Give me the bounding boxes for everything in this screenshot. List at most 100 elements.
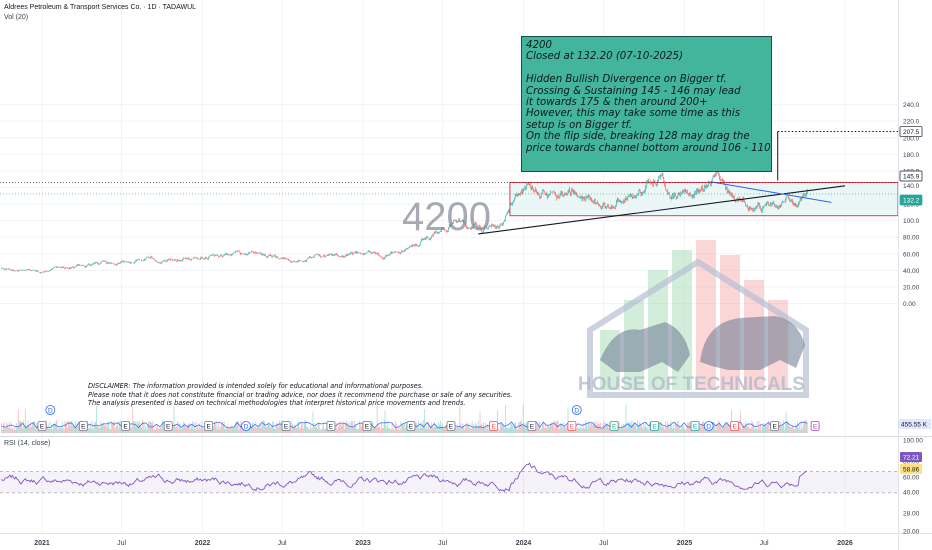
volume-bar — [461, 427, 463, 433]
volume-bar — [469, 426, 470, 433]
event-marker-e[interactable]: E — [163, 421, 173, 431]
price-channel[interactable] — [509, 182, 898, 217]
volume-bar — [582, 423, 584, 433]
analysis-note[interactable]: 4200 Closed at 132.20 (07-10-2025) Hidde… — [521, 36, 772, 172]
volume-indicator-label[interactable]: Vol (20) — [4, 14, 29, 21]
volume-bar — [54, 423, 56, 433]
volume-bar — [256, 427, 258, 433]
event-markers[interactable]: E D E E E E D E E E E E E E E D E E E D E E E — [37, 405, 820, 431]
event-marker-d[interactable]: D — [45, 405, 56, 415]
note-line: On the flip side, breaking 128 may drag … — [526, 131, 750, 143]
volume-bar — [390, 429, 392, 433]
volume-bar — [235, 421, 236, 433]
event-marker-d[interactable]: D — [241, 421, 251, 431]
volume-bar — [747, 424, 749, 433]
volume-bar — [52, 429, 54, 433]
event-marker-e[interactable]: E — [78, 421, 88, 431]
drawings[interactable] — [0, 131, 898, 235]
event-marker-e[interactable]: E — [567, 421, 577, 431]
event-marker-label: D — [48, 408, 53, 415]
volume-bar — [141, 420, 143, 433]
volume-bar — [275, 424, 277, 433]
volume-bar — [236, 421, 238, 433]
volume-bar — [513, 422, 515, 433]
volume-bar — [671, 425, 673, 433]
volume-bar — [717, 421, 719, 433]
volume-bar — [601, 428, 603, 433]
event-marker-e[interactable]: E — [730, 421, 740, 431]
volume-bar — [486, 423, 488, 433]
volume-bar — [454, 425, 456, 433]
event-marker-e[interactable]: E — [489, 421, 499, 431]
volume-bar — [408, 429, 410, 433]
volume-bar — [584, 428, 586, 433]
event-marker-e[interactable]: E — [650, 421, 659, 431]
volume-bar — [191, 425, 193, 433]
volume-bar — [344, 428, 346, 433]
volume-bar — [465, 422, 467, 433]
volume-bar — [678, 427, 680, 433]
event-marker-e[interactable]: E — [37, 421, 47, 431]
time-tick-label: Jul — [760, 540, 769, 547]
volume-bar — [640, 424, 642, 433]
event-marker-e[interactable]: E — [527, 421, 537, 431]
event-marker-e[interactable]: E — [770, 421, 780, 431]
event-marker-e[interactable]: E — [690, 421, 700, 431]
volume-bar — [430, 424, 432, 433]
volume-bar — [500, 422, 502, 433]
volume-bar — [76, 423, 78, 433]
volume-bar — [306, 426, 308, 433]
volume-bar — [795, 423, 797, 433]
price-badge — [899, 170, 923, 182]
volume-bar — [378, 424, 380, 433]
rsi-line — [1, 462, 807, 493]
event-marker-e[interactable]: E — [609, 421, 619, 431]
event-marker-e[interactable]: E — [281, 421, 291, 431]
volume-bar — [360, 426, 362, 433]
note-line: Hidden Bullish Divergence on Bigger tf. — [526, 74, 727, 86]
volume-bar — [732, 429, 734, 433]
volume-bar — [600, 427, 602, 433]
volume-bar — [277, 421, 279, 433]
event-marker-e[interactable]: E — [121, 421, 130, 431]
volume-bar — [34, 421, 36, 433]
volume-bar — [110, 429, 112, 433]
volume-bar — [150, 421, 152, 433]
price-candles[interactable] — [1, 167, 808, 274]
volume-bar — [739, 427, 740, 433]
event-marker-e[interactable]: E — [204, 421, 214, 431]
volume-bar — [300, 427, 302, 433]
event-marker-d[interactable]: D — [571, 405, 582, 415]
rsi-indicator-label[interactable]: RSI (14, close) — [4, 440, 51, 447]
volume-bar — [765, 424, 767, 433]
volume-bar — [548, 426, 550, 433]
event-marker-label: E — [813, 424, 818, 431]
volume-bar — [422, 424, 424, 433]
volume-bar — [484, 423, 486, 433]
volume-bar — [137, 423, 139, 433]
volume-bar — [460, 422, 462, 433]
volume-bar — [8, 427, 10, 433]
volume-bar — [215, 420, 217, 433]
event-marker-e[interactable]: E — [446, 421, 456, 431]
volume-bar — [202, 429, 204, 433]
event-marker-d[interactable]: D — [703, 421, 714, 431]
volume-bar — [216, 429, 218, 433]
volume-bar — [647, 429, 649, 433]
volume-bar — [709, 429, 711, 433]
volume-bar — [294, 424, 295, 433]
volume-bar — [260, 428, 262, 433]
event-marker-e[interactable]: E — [810, 421, 820, 431]
volume-bar — [353, 420, 355, 433]
volume-bar — [139, 421, 141, 433]
volume-bar — [781, 426, 783, 433]
event-marker-e[interactable]: E — [326, 421, 336, 431]
volume-bar — [517, 429, 519, 433]
event-marker-e[interactable]: E — [406, 421, 416, 431]
event-marker-e[interactable]: E — [362, 421, 372, 431]
volume-bar — [348, 421, 350, 433]
volume-bar — [262, 420, 264, 433]
volume-bar — [784, 423, 786, 433]
event-marker-label: E — [652, 424, 657, 431]
